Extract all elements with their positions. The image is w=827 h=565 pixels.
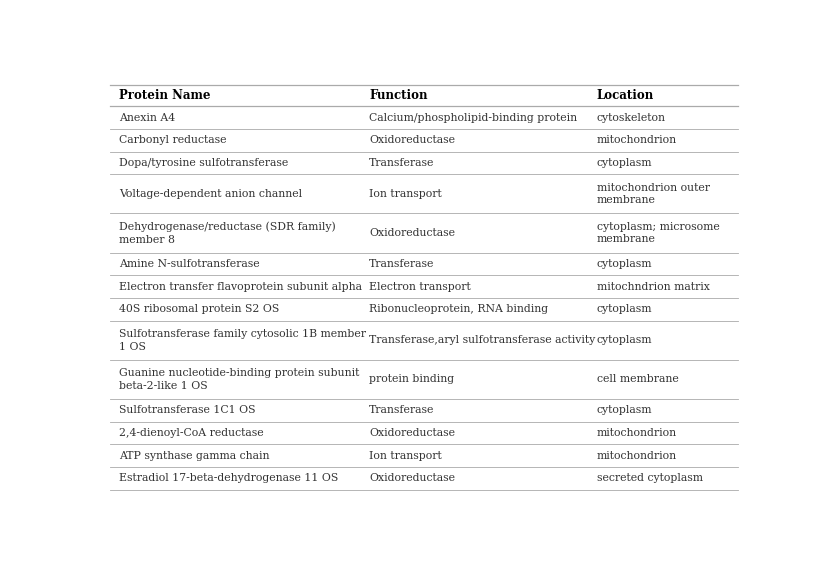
Text: cytoplasm: cytoplasm (597, 405, 653, 415)
Text: Estradiol 17-beta-dehydrogenase 11 OS: Estradiol 17-beta-dehydrogenase 11 OS (119, 473, 338, 484)
Text: Ion transport: Ion transport (370, 451, 442, 460)
Text: cell membrane: cell membrane (597, 375, 679, 384)
Text: 2,4-dienoyl-CoA reductase: 2,4-dienoyl-CoA reductase (119, 428, 264, 438)
Text: Carbonyl reductase: Carbonyl reductase (119, 136, 227, 145)
Text: Guanine nucleotide-binding protein subunit
beta-2-like 1 OS: Guanine nucleotide-binding protein subun… (119, 368, 360, 391)
Text: Protein Name: Protein Name (119, 89, 211, 102)
Text: cytoplasm; microsome
membrane: cytoplasm; microsome membrane (597, 221, 719, 245)
Text: cytoplasm: cytoplasm (597, 259, 653, 269)
Text: Transferase: Transferase (370, 405, 435, 415)
Text: Oxidoreductase: Oxidoreductase (370, 428, 456, 438)
Text: Amine N-sulfotransferase: Amine N-sulfotransferase (119, 259, 260, 269)
Text: 40S ribosomal protein S2 OS: 40S ribosomal protein S2 OS (119, 305, 280, 314)
Text: Transferase,aryl sulfotransferase activity: Transferase,aryl sulfotransferase activi… (370, 335, 595, 345)
Text: mitochondrion: mitochondrion (597, 136, 677, 145)
Text: Electron transfer flavoprotein subunit alpha: Electron transfer flavoprotein subunit a… (119, 282, 362, 292)
Text: Voltage-dependent anion channel: Voltage-dependent anion channel (119, 189, 303, 199)
Text: Sulfotransferase family cytosolic 1B member
1 OS: Sulfotransferase family cytosolic 1B mem… (119, 329, 366, 351)
Text: cytoskeleton: cytoskeleton (597, 112, 666, 123)
Text: Function: Function (370, 89, 428, 102)
Text: Anexin A4: Anexin A4 (119, 112, 175, 123)
Text: Transferase: Transferase (370, 158, 435, 168)
Text: mitochondrion: mitochondrion (597, 428, 677, 438)
Text: Dehydrogenase/reductase (SDR family)
member 8: Dehydrogenase/reductase (SDR family) mem… (119, 221, 336, 245)
Text: Ion transport: Ion transport (370, 189, 442, 199)
Text: Sulfotransferase 1C1 OS: Sulfotransferase 1C1 OS (119, 405, 256, 415)
Text: secreted cytoplasm: secreted cytoplasm (597, 473, 703, 484)
Text: cytoplasm: cytoplasm (597, 335, 653, 345)
Text: protein binding: protein binding (370, 375, 455, 384)
Text: Ribonucleoprotein, RNA binding: Ribonucleoprotein, RNA binding (370, 305, 548, 314)
Text: cytoplasm: cytoplasm (597, 158, 653, 168)
Text: mitochondrion outer
membrane: mitochondrion outer membrane (597, 182, 710, 205)
Text: Calcium/phospholipid-binding protein: Calcium/phospholipid-binding protein (370, 112, 577, 123)
Text: Electron transport: Electron transport (370, 282, 471, 292)
Text: cytoplasm: cytoplasm (597, 305, 653, 314)
Text: Location: Location (597, 89, 654, 102)
Text: ATP synthase gamma chain: ATP synthase gamma chain (119, 451, 270, 460)
Text: Transferase: Transferase (370, 259, 435, 269)
Text: mitochondrion: mitochondrion (597, 451, 677, 460)
Text: Oxidoreductase: Oxidoreductase (370, 136, 456, 145)
Text: Dopa/tyrosine sulfotransferase: Dopa/tyrosine sulfotransferase (119, 158, 289, 168)
Text: Oxidoreductase: Oxidoreductase (370, 473, 456, 484)
Text: Oxidoreductase: Oxidoreductase (370, 228, 456, 238)
Text: mitochndrion matrix: mitochndrion matrix (597, 282, 710, 292)
